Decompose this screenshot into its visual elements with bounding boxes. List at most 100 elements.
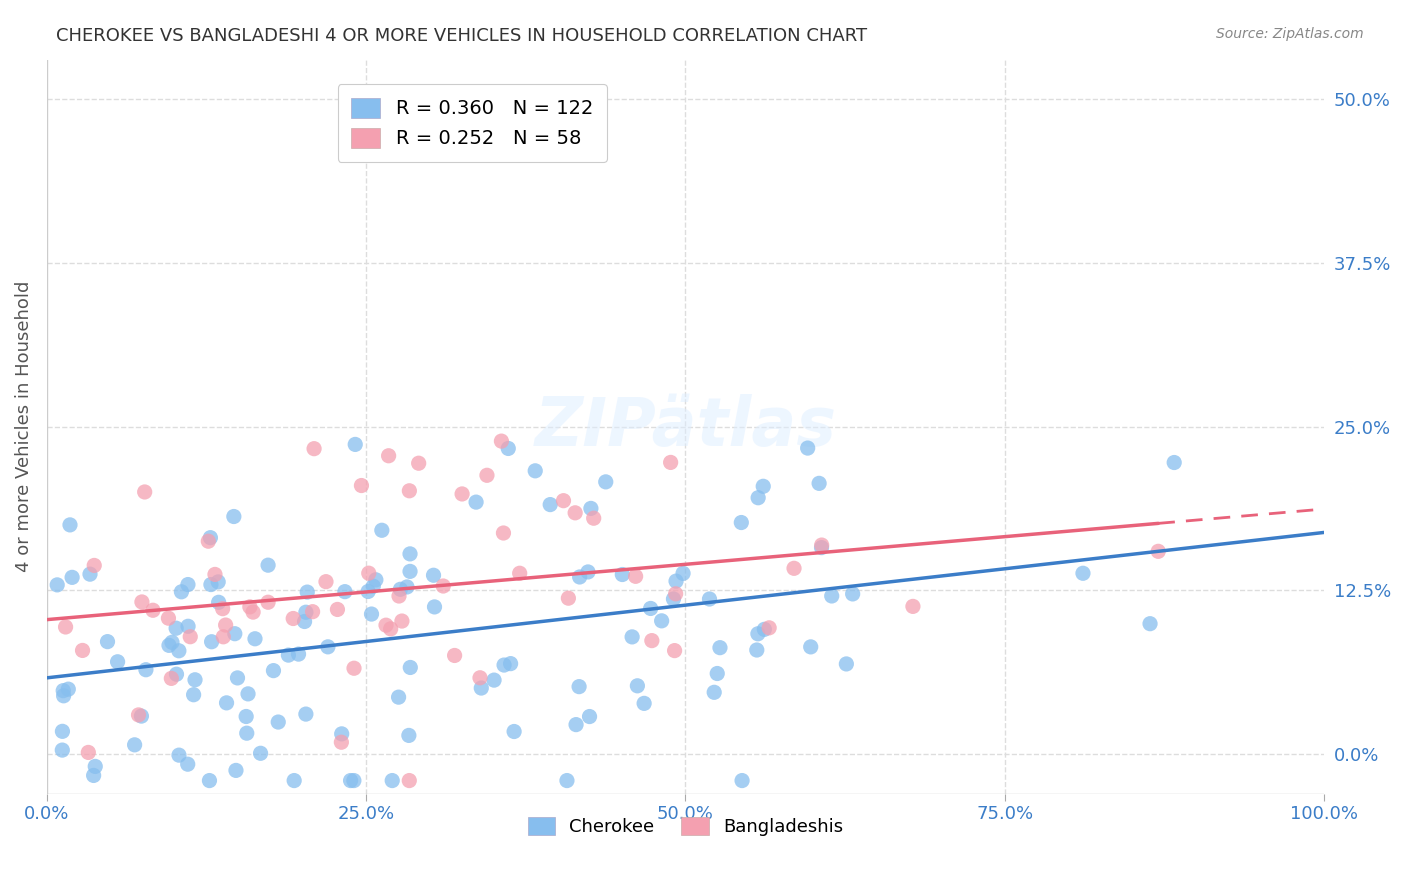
Bangladeshis <box>326 602 349 616</box>
Cherokee <box>208 595 231 609</box>
Cherokee <box>835 657 858 671</box>
Cherokee <box>177 577 200 591</box>
Cherokee <box>626 679 648 693</box>
Cherokee <box>399 660 422 674</box>
Bangladeshis <box>128 707 150 722</box>
Bangladeshis <box>492 526 515 541</box>
Cherokee <box>621 630 644 644</box>
Bangladeshis <box>211 601 233 615</box>
Cherokee <box>294 615 316 629</box>
Cherokee <box>576 565 599 579</box>
Cherokee <box>170 584 193 599</box>
Cherokee <box>1071 566 1094 581</box>
Cherokee <box>398 728 420 742</box>
Cherokee <box>249 747 271 761</box>
Cherokee <box>800 640 823 654</box>
Bangladeshis <box>901 599 924 614</box>
Cherokee <box>841 587 863 601</box>
Cherokee <box>422 568 444 582</box>
Bangladeshis <box>398 483 420 498</box>
Cherokee <box>177 757 200 772</box>
Bangladeshis <box>330 735 353 749</box>
Cherokee <box>236 726 259 740</box>
Cherokee <box>747 491 769 505</box>
Bangladeshis <box>553 493 575 508</box>
Cherokee <box>387 690 409 705</box>
Bangladeshis <box>134 485 156 500</box>
Cherokee <box>267 714 290 729</box>
Bangladeshis <box>665 587 688 601</box>
Bangladeshis <box>357 566 380 581</box>
Cherokee <box>565 717 588 731</box>
Bangladeshis <box>239 599 262 614</box>
Bangladeshis <box>388 589 411 603</box>
Cherokee <box>810 541 832 555</box>
Cherokee <box>494 658 516 673</box>
Cherokee <box>167 644 190 658</box>
Bangladeshis <box>380 622 402 636</box>
Cherokee <box>731 773 754 788</box>
Bangladeshis <box>641 633 664 648</box>
Cherokee <box>1163 456 1185 470</box>
Bangladeshis <box>160 672 183 686</box>
Cherokee <box>344 437 367 451</box>
Cherokee <box>651 614 673 628</box>
Bangladeshis <box>659 455 682 469</box>
Legend: R = 0.360   N = 122, R = 0.252   N = 58: R = 0.360 N = 122, R = 0.252 N = 58 <box>337 84 607 162</box>
Cherokee <box>662 592 685 607</box>
Bangladeshis <box>491 434 513 449</box>
Cherokee <box>58 682 80 697</box>
Bangladeshis <box>398 773 420 788</box>
Cherokee <box>207 574 229 589</box>
Cherokee <box>198 773 221 788</box>
Bangladeshis <box>432 579 454 593</box>
Cherokee <box>51 743 73 757</box>
Cherokee <box>640 601 662 615</box>
Cherokee <box>672 566 695 581</box>
Cherokee <box>699 592 721 607</box>
Bangladeshis <box>443 648 465 663</box>
Cherokee <box>52 689 75 703</box>
Bangladeshis <box>468 671 491 685</box>
Cherokee <box>612 567 634 582</box>
Cherokee <box>706 666 728 681</box>
Cherokee <box>496 442 519 456</box>
Cherokee <box>124 738 146 752</box>
Cherokee <box>107 655 129 669</box>
Cherokee <box>226 671 249 685</box>
Bangladeshis <box>131 595 153 609</box>
Cherokee <box>262 664 284 678</box>
Cherokee <box>821 589 844 603</box>
Cherokee <box>361 579 384 593</box>
Cherokee <box>568 680 591 694</box>
Bangladeshis <box>375 618 398 632</box>
Bangladeshis <box>391 614 413 628</box>
Bangladeshis <box>77 746 100 760</box>
Bangladeshis <box>1147 544 1170 558</box>
Bangladeshis <box>451 487 474 501</box>
Bangladeshis <box>350 478 373 492</box>
Text: CHEROKEE VS BANGLADESHI 4 OR MORE VEHICLES IN HOUSEHOLD CORRELATION CHART: CHEROKEE VS BANGLADESHI 4 OR MORE VEHICL… <box>56 27 868 45</box>
Cherokee <box>579 501 602 516</box>
Bangladeshis <box>582 511 605 525</box>
Bangladeshis <box>301 605 323 619</box>
Cherokee <box>709 640 731 655</box>
Cherokee <box>364 573 387 587</box>
Cherokee <box>1139 616 1161 631</box>
Cherokee <box>595 475 617 489</box>
Bangladeshis <box>624 569 647 583</box>
Cherokee <box>200 531 222 545</box>
Text: ZIPätlas: ZIPätlas <box>534 393 837 459</box>
Cherokee <box>470 681 492 695</box>
Cherokee <box>752 479 775 493</box>
Cherokee <box>135 663 157 677</box>
Bangladeshis <box>283 611 305 625</box>
Bangladeshis <box>758 621 780 635</box>
Cherokee <box>360 607 382 621</box>
Cherokee <box>499 657 522 671</box>
Cherokee <box>46 578 69 592</box>
Cherokee <box>287 647 309 661</box>
Cherokee <box>745 643 768 657</box>
Cherokee <box>423 599 446 614</box>
Cherokee <box>482 673 505 687</box>
